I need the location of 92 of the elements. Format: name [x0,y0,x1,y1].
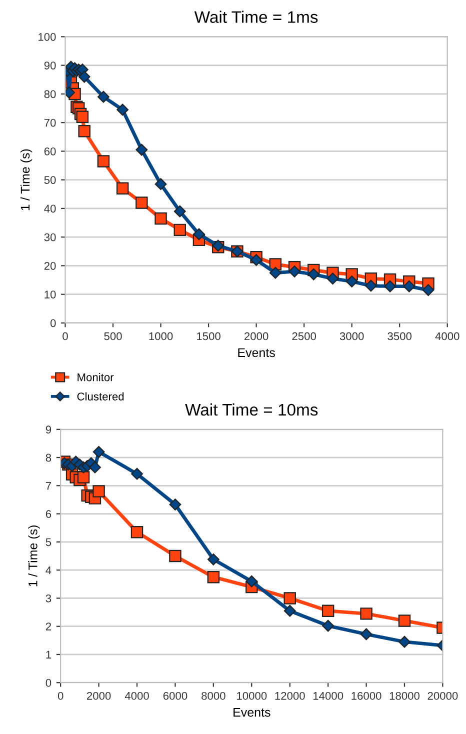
x-tick-label: 18000 [390,692,420,700]
point [136,144,148,156]
x-axis-title: Events [238,348,275,358]
chart-title: Wait Time = 1ms [194,10,318,23]
point [77,471,90,484]
point [97,90,110,103]
point [322,620,334,632]
x-tick-label: 12000 [275,692,305,700]
x-tick-label: 20000 [428,692,458,700]
x-tick-label: 14000 [313,692,344,700]
point [78,125,90,138]
chart-title: Wait Time = 10ms [185,403,318,416]
y-tick-label: 100 [38,32,56,41]
point [398,636,410,648]
x-tick-label: 4000 [124,692,149,700]
point [403,280,416,292]
x-axis-title: Events [234,708,270,717]
x-tick-label: 1000 [149,332,173,340]
y-tick-label: 7 [46,482,51,490]
y-axis-title: 1 / Time (s) [20,149,32,210]
legend-label: Clustered [77,392,124,400]
point [154,178,167,190]
y-tick-label: 30 [44,233,56,242]
x-tick-label: 3500 [388,332,412,340]
point [116,182,129,195]
y-tick-label: 1 [46,650,52,659]
y-tick-label: 90 [44,62,56,70]
point [322,604,334,617]
point [207,553,220,566]
y-tick-label: 8 [46,454,52,462]
y-tick-label: 10 [44,290,56,298]
y-tick-label: 2 [46,622,51,630]
x-tick-label: 2500 [292,332,316,340]
x-tick-label: 16000 [352,692,382,700]
point [89,461,101,474]
x-tick-label: 2000 [244,332,268,340]
y-tick-label: 80 [44,90,56,98]
x-tick-label: 2000 [86,692,111,700]
point [207,570,220,584]
point [246,575,258,588]
y-tick-label: 0 [46,678,52,687]
point [131,468,143,480]
point [398,614,411,627]
x-tick-label: 10000 [237,692,267,700]
point [92,446,105,458]
x-tick-label: 8000 [202,692,226,700]
y-tick-label: 9 [46,426,52,434]
x-tick-label: 6000 [163,692,188,700]
point [169,498,182,510]
y-axis-title: 1 / Time (s) [28,526,40,586]
point [360,608,372,620]
x-tick-label: 1500 [197,332,220,340]
x-tick-label: 3000 [340,332,364,340]
y-tick-label: 0 [50,319,56,328]
point [97,155,110,168]
y-tick-label: 6 [46,510,52,518]
point [308,268,320,280]
legend-label: Monitor [78,373,114,382]
y-tick-label: 20 [44,262,56,270]
point [130,526,144,538]
point [284,592,296,604]
point [284,604,296,617]
point [384,280,396,292]
point [174,205,186,218]
point [76,110,89,123]
point [136,196,148,209]
y-tick-label: 70 [44,118,56,127]
x-tick-label: 0 [58,692,64,700]
y-tick-label: 5 [46,538,52,546]
y-tick-label: 50 [44,176,56,184]
point [326,272,339,285]
point [78,70,90,83]
point [174,224,186,236]
point [422,284,434,296]
x-tick-label: 0 [62,332,68,340]
point [364,280,377,292]
y-tick-label: 3 [46,594,52,602]
x-tick-label: 500 [104,332,122,340]
point [360,628,372,640]
point [346,275,358,288]
point [92,485,105,498]
point [116,104,129,116]
point [269,266,282,279]
point [250,254,262,266]
y-tick-label: 40 [44,204,56,213]
x-tick-label: 4000 [435,332,460,340]
point [154,212,167,225]
point [193,228,205,240]
point [169,550,182,562]
y-tick-label: 4 [46,566,52,574]
y-tick-label: 60 [44,147,56,156]
point [288,265,300,278]
